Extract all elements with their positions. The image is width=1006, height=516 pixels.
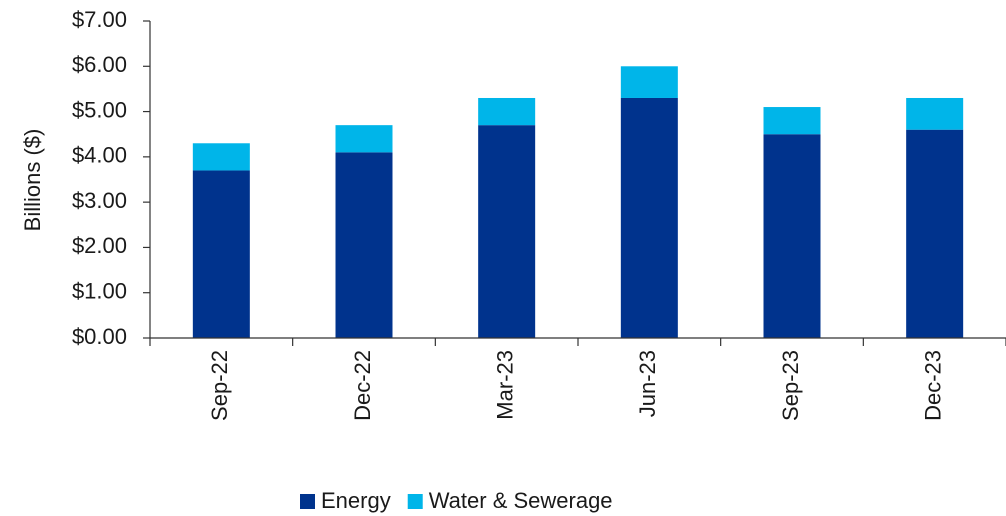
x-tick-label: Jun-23	[635, 350, 660, 417]
y-tick-label: $2.00	[72, 233, 127, 258]
bar-segment	[478, 125, 536, 339]
bar-segment	[620, 97, 678, 338]
x-tick-label: Dec-23	[920, 350, 945, 421]
y-tick-label: $7.00	[72, 7, 127, 32]
x-tick-label: Mar-23	[492, 350, 517, 420]
bar-segment	[906, 97, 964, 130]
y-tick-label: $3.00	[72, 188, 127, 213]
y-tick-label: $4.00	[72, 143, 127, 168]
x-tick-label: Sep-23	[778, 350, 803, 421]
bar-segment	[335, 152, 393, 338]
y-tick-label: $6.00	[72, 52, 127, 77]
legend-label: Energy	[321, 488, 391, 513]
bar-segment	[763, 134, 821, 338]
legend-swatch	[407, 494, 423, 509]
y-tick-label: $1.00	[72, 279, 127, 304]
bar-segment	[192, 170, 250, 338]
bar-segment	[192, 143, 250, 171]
bar-segment	[478, 97, 536, 126]
x-tick-label: Dec-22	[350, 350, 375, 421]
bar-segment	[335, 125, 393, 153]
y-tick-label: $0.00	[72, 324, 127, 349]
y-axis-label: Billions ($)	[20, 129, 45, 232]
bar-segment	[763, 107, 821, 135]
y-tick-label: $5.00	[72, 97, 127, 122]
legend-swatch	[300, 494, 315, 509]
x-tick-label: Sep-22	[207, 350, 232, 421]
bar-segment	[620, 66, 678, 98]
bar-segment	[906, 129, 964, 338]
legend-label: Water & Sewerage	[429, 488, 613, 513]
